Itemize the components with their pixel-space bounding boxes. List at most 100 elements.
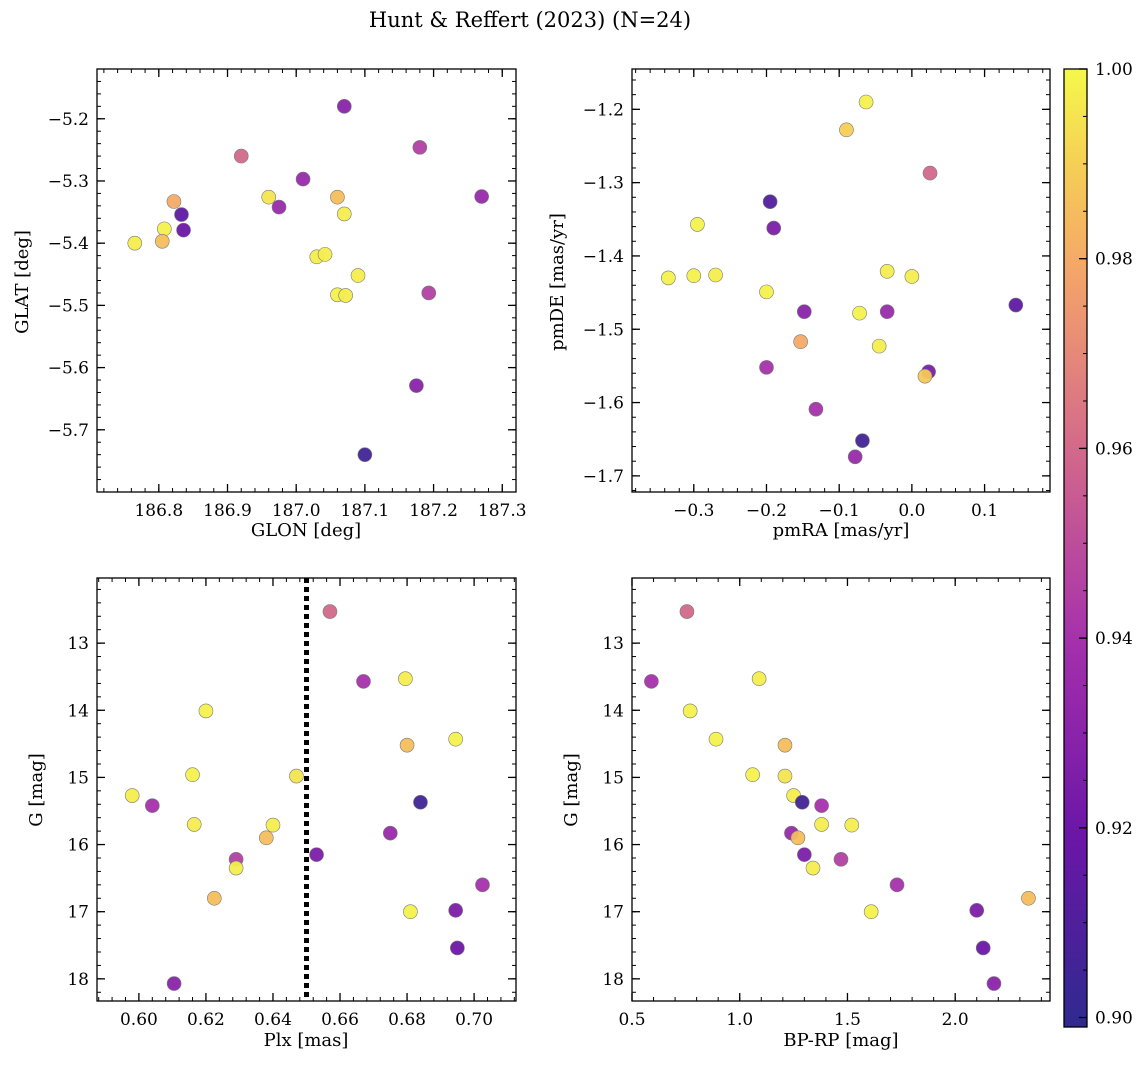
scatter-point	[797, 847, 812, 862]
scatter-point	[412, 140, 428, 155]
scatter-point	[409, 378, 424, 393]
x-tick-label: 186.9	[203, 501, 252, 521]
x-tick-label: 187.0	[272, 501, 321, 521]
scatter-point	[309, 847, 324, 862]
scatter-point	[338, 288, 353, 303]
y-tick-label: −1.4	[583, 247, 624, 267]
y-tick-label: 18	[602, 970, 624, 990]
scatter-point	[777, 737, 793, 753]
scatter-point	[793, 334, 808, 350]
scatter-point	[796, 304, 812, 319]
y-tick-label: −5.2	[48, 110, 89, 130]
scatter-point	[166, 976, 182, 991]
scatter-point	[403, 904, 418, 920]
scatter-point	[154, 234, 170, 249]
y-tick-label: −1.3	[583, 174, 624, 194]
scatter-point	[889, 877, 905, 893]
panel-top-right: −0.3 −0.2 −0.1 0.0 0.1 −1.2 −1.3 −1.4 −1.5 −1.6 −1…	[547, 68, 1051, 541]
scatter-point	[336, 99, 352, 114]
x-tick-label: 0.66	[321, 1010, 359, 1030]
scatter-points	[644, 604, 1036, 991]
scatter-point	[794, 794, 810, 810]
scatter-point	[745, 767, 760, 783]
scatter-point	[855, 433, 870, 448]
colorbar-tick-label: 0.92	[1095, 819, 1133, 839]
y-tick-label: −1.5	[583, 320, 624, 340]
x-tick-label: 187.1	[341, 501, 390, 521]
x-tick-label: 187.3	[478, 501, 527, 521]
y-tick-label: 16	[602, 836, 624, 856]
scatter-point	[124, 788, 140, 803]
scatter-point	[682, 703, 698, 719]
scatter-point	[399, 737, 415, 753]
scatter-point	[904, 269, 920, 284]
y-tick-label: −5.4	[48, 234, 89, 254]
colorbar-tick-label: 0.94	[1095, 629, 1133, 649]
scatter-point	[289, 768, 304, 784]
y-tick-label: 14	[602, 701, 624, 721]
panel-bottom-left: 0.60 0.62 0.64 0.66 0.68 0.70 13 14 15 16 17 18 Plx …	[26, 577, 517, 1051]
axes-frame	[631, 68, 1051, 493]
scatter-point	[839, 122, 854, 138]
scatter-point	[975, 940, 991, 956]
x-tick-label: 1.0	[726, 1010, 753, 1030]
y-tick-label: 17	[67, 903, 89, 923]
scatter-point	[759, 360, 774, 375]
colorbar-gradient	[1063, 68, 1088, 1028]
axes-frame	[96, 68, 517, 493]
axes-frame	[631, 577, 1051, 1002]
x-tick-label: 0.5	[618, 1010, 645, 1030]
scatter-point	[847, 449, 863, 465]
scatter-point	[174, 207, 189, 222]
scatter-point	[450, 940, 465, 956]
y-tick-label: −5.7	[48, 421, 89, 441]
scatter-point	[127, 235, 143, 251]
scatter-point	[986, 976, 1002, 991]
scatter-point	[157, 221, 172, 237]
x-axis-label: GLON [deg]	[251, 520, 361, 541]
y-tick-label: 13	[602, 634, 624, 654]
scatter-point	[833, 852, 849, 867]
colorbar-tick-label: 0.98	[1095, 250, 1133, 270]
panel-top-left: 186.8 186.9 187.0 187.1 187.2 187.3 −5.2 −5.3 −5…	[12, 68, 527, 541]
scatter-point	[198, 703, 214, 719]
scatter-point	[879, 304, 895, 319]
y-tick-label: −1.6	[583, 394, 624, 414]
x-axis-label: BP-RP [mag]	[783, 1030, 898, 1051]
y-tick-label: 18	[67, 970, 89, 990]
x-tick-label: −0.3	[673, 501, 714, 521]
y-tick-label: 16	[67, 836, 89, 856]
scatter-point	[228, 860, 244, 876]
scatter-point	[448, 731, 463, 747]
scatter-point	[322, 604, 338, 619]
scatter-point	[413, 794, 428, 810]
x-axis-label: pmRA [mas/yr]	[773, 520, 910, 541]
x-tick-label: 0.64	[254, 1010, 292, 1030]
scatter-point	[448, 903, 463, 918]
scatter-point	[917, 368, 933, 384]
colorbar: 0.90 0.92 0.94 0.96 0.98 1.00	[1063, 60, 1133, 1029]
scatter-point	[233, 148, 249, 164]
scatter-point	[863, 904, 879, 920]
scatter-point	[790, 830, 806, 846]
y-tick-label: 13	[67, 634, 89, 654]
x-tick-label: −0.1	[819, 501, 860, 521]
scatter-point	[969, 903, 985, 918]
scatter-point	[166, 194, 182, 209]
scatter-point	[661, 270, 676, 286]
scatter-points	[127, 99, 489, 462]
scatter-point	[922, 165, 938, 181]
scatter-point	[814, 817, 829, 832]
scatter-point	[475, 877, 490, 893]
scatter-point	[808, 401, 824, 417]
y-axis-label: GLAT [deg]	[12, 230, 33, 334]
x-tick-label: 0.1	[971, 501, 998, 521]
x-axis-label: Plx [mas]	[264, 1030, 349, 1051]
panel-bottom-right: 0.5 1.0 1.5 2.0 13 14 15 16 17 18 BP-RP [mag] G [ma…	[561, 577, 1051, 1051]
scatter-point	[708, 731, 724, 747]
y-axis-label: G [mag]	[26, 753, 47, 826]
scatter-points	[124, 604, 490, 991]
x-tick-label: 1.5	[834, 1010, 861, 1030]
x-tick-label: 0.60	[120, 1010, 158, 1030]
